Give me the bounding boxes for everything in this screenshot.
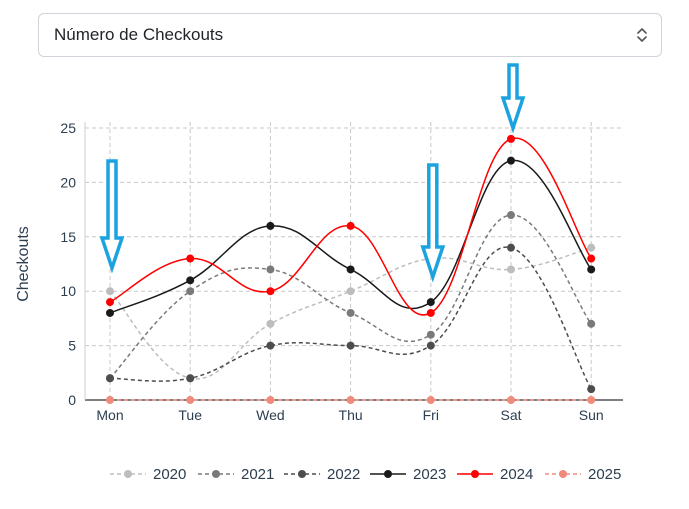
data-point-2023 — [426, 298, 435, 307]
y-tick-label: 15 — [60, 229, 76, 245]
x-tick-label: Thu — [339, 407, 363, 423]
x-tick-label: Wed — [256, 407, 285, 423]
data-point-2024 — [346, 221, 355, 230]
x-tick-label: Sat — [500, 407, 521, 423]
chevron-up-down-icon — [637, 28, 647, 42]
series-2024 — [106, 134, 596, 317]
data-point-2020 — [507, 265, 515, 274]
y-axis-label: Checkouts — [15, 226, 32, 302]
legend-item-2024: 2024 — [457, 466, 533, 483]
legend-swatch-marker — [124, 470, 132, 478]
legend-label: 2021 — [241, 466, 274, 483]
data-point-2021 — [266, 265, 275, 274]
data-point-2024 — [266, 287, 275, 296]
data-point-2025 — [507, 396, 515, 404]
series-2025 — [106, 396, 596, 404]
data-point-2022 — [346, 341, 355, 350]
data-point-2021 — [507, 211, 515, 220]
data-point-2023 — [346, 265, 355, 274]
y-tick-label: 25 — [60, 120, 76, 136]
data-point-2023 — [507, 156, 515, 165]
legend-item-2025: 2025 — [545, 466, 621, 483]
legend-label: 2024 — [500, 466, 533, 483]
data-point-2024 — [106, 298, 114, 307]
legend-label: 2023 — [413, 466, 446, 483]
data-point-2024 — [587, 254, 596, 263]
annotation-arrow-down-icon — [420, 163, 446, 283]
x-tick-label: Tue — [178, 407, 202, 423]
x-tick-label: Sun — [579, 407, 604, 423]
legend-item-2022: 2022 — [284, 466, 360, 483]
legend-swatch-marker — [471, 470, 479, 478]
legend-label: 2025 — [588, 466, 621, 483]
data-point-2022 — [507, 243, 515, 252]
data-point-2020 — [266, 319, 275, 328]
x-tick-label: Fri — [423, 407, 439, 423]
data-point-2022 — [186, 374, 195, 383]
data-point-2021 — [587, 319, 596, 328]
data-point-2024 — [426, 308, 435, 317]
data-point-2023 — [587, 265, 596, 274]
data-point-2020 — [346, 287, 355, 296]
metric-select[interactable]: Número de Checkouts — [38, 13, 662, 57]
data-point-2021 — [186, 287, 195, 296]
y-tick-label: 5 — [68, 338, 76, 354]
data-point-2023 — [266, 221, 275, 230]
legend-swatch-marker — [384, 470, 392, 478]
data-point-2025 — [587, 396, 596, 404]
metric-select-value: Número de Checkouts — [54, 25, 224, 44]
data-point-2020 — [106, 287, 114, 296]
data-point-2025 — [106, 396, 114, 404]
data-point-2024 — [507, 134, 515, 143]
legend-swatch-marker — [298, 470, 306, 478]
annotation-arrow-down-icon — [500, 63, 526, 134]
legend-item-2021: 2021 — [198, 466, 274, 483]
chart-annotations — [99, 63, 526, 283]
annotation-arrow-down-icon — [99, 159, 125, 274]
chart-series — [106, 134, 596, 404]
data-point-2025 — [186, 396, 195, 404]
y-tick-label: 0 — [68, 392, 76, 408]
data-point-2023 — [106, 308, 114, 317]
chart-grid — [85, 122, 623, 400]
data-point-2022 — [106, 374, 114, 383]
data-point-2022 — [426, 341, 435, 350]
data-point-2024 — [186, 254, 195, 263]
x-tick-label: Mon — [96, 407, 123, 423]
data-point-2025 — [266, 396, 275, 404]
y-tick-label: 10 — [60, 283, 76, 299]
data-point-2022 — [266, 341, 275, 350]
legend-label: 2022 — [327, 466, 360, 483]
series-2023 — [106, 156, 596, 317]
data-point-2020 — [587, 243, 596, 252]
data-point-2025 — [426, 396, 435, 404]
series-line-2020 — [109, 246, 592, 380]
legend-label: 2020 — [153, 466, 186, 483]
series-line-2022 — [109, 246, 592, 390]
data-point-2025 — [346, 396, 355, 404]
y-tick-label: 20 — [60, 174, 76, 190]
data-point-2021 — [346, 308, 355, 317]
chart-legend: 2020 2021 2022 2023 2024 2025 — [110, 466, 621, 483]
series-2022 — [106, 243, 596, 394]
legend-item-2020: 2020 — [110, 466, 186, 483]
legend-swatch-marker — [559, 470, 567, 478]
data-point-2023 — [186, 276, 195, 285]
data-point-2021 — [426, 330, 435, 339]
legend-swatch-marker — [212, 470, 220, 478]
legend-item-2023: 2023 — [370, 466, 446, 483]
data-point-2022 — [587, 385, 596, 394]
